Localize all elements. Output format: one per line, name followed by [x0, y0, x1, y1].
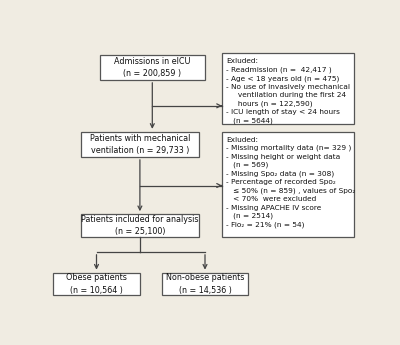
Text: Exluded:
- Missing mortality data (n= 329 )
- Missing height or weight data
   (: Exluded: - Missing mortality data (n= 32… [226, 137, 355, 228]
Text: Obese patients
(n = 10,564 ): Obese patients (n = 10,564 ) [66, 273, 127, 295]
Bar [222, 53, 354, 124]
Text: Non-obese patients
(n = 14,536 ): Non-obese patients (n = 14,536 ) [166, 273, 244, 295]
Bar [162, 273, 248, 295]
Bar [81, 214, 199, 237]
Bar [222, 132, 354, 237]
Bar [53, 273, 140, 295]
Text: Exluded:
- Readmission (n =  42,417 )
- Age < 18 years old (n = 475)
- No use of: Exluded: - Readmission (n = 42,417 ) - A… [226, 58, 350, 124]
Text: Admissions in eICU
(n = 200,859 ): Admissions in eICU (n = 200,859 ) [114, 57, 190, 78]
Text: Patients included for analysis
(n = 25,100): Patients included for analysis (n = 25,1… [81, 215, 199, 236]
Text: Patients with mechanical
ventilation (n = 29,733 ): Patients with mechanical ventilation (n … [90, 134, 190, 155]
Bar [81, 132, 199, 157]
Bar [100, 55, 205, 80]
